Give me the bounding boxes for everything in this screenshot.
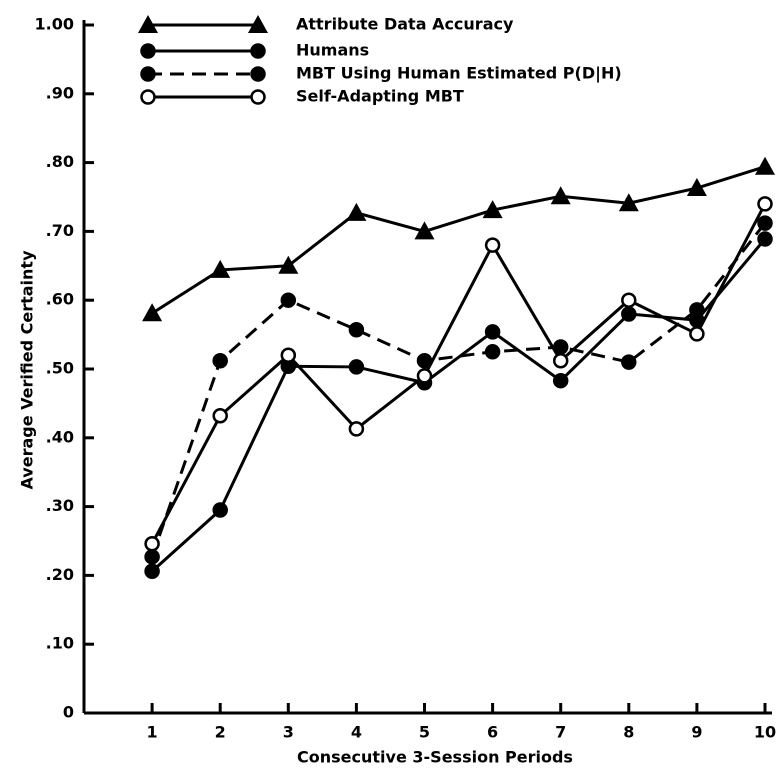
x-tick-label: 10 <box>754 723 776 742</box>
legend-marker <box>140 66 156 82</box>
marker <box>755 156 775 175</box>
marker <box>552 372 569 389</box>
marker <box>348 322 365 338</box>
y-tick-label: .70 <box>46 221 74 240</box>
marker <box>757 215 773 231</box>
marker <box>144 536 160 552</box>
marker <box>621 354 637 370</box>
legend-label: Attribute Data Accuracy <box>296 15 514 34</box>
x-tick-label: 9 <box>691 723 702 742</box>
series-line <box>151 238 767 573</box>
x-tick-label: 6 <box>487 723 498 742</box>
y-tick-label: .60 <box>46 290 74 309</box>
x-tick-label: 2 <box>215 723 226 742</box>
legend-label: Humans <box>296 41 369 60</box>
x-tick-label: 3 <box>283 723 294 742</box>
marker <box>278 255 299 274</box>
marker <box>482 200 503 219</box>
legend-label: Self-Adapting MBT <box>296 87 464 106</box>
marker <box>689 302 705 318</box>
marker <box>212 408 228 424</box>
marker <box>144 549 160 565</box>
marker <box>346 202 367 221</box>
x-tick-label: 5 <box>419 723 430 742</box>
legend-marker <box>248 15 268 33</box>
marker <box>414 221 435 240</box>
y-tick-label: .40 <box>46 427 74 446</box>
marker <box>757 231 773 247</box>
marker <box>348 421 365 437</box>
marker <box>552 352 569 369</box>
x-axis-label: Consecutive 3-Session Periods <box>297 748 573 767</box>
marker <box>621 306 637 322</box>
marker <box>686 178 707 197</box>
x-tick-label: 1 <box>147 723 158 742</box>
marker <box>689 326 705 342</box>
marker <box>144 563 160 580</box>
marker <box>484 237 501 253</box>
y-axis-label: Average Verified Certainty <box>18 250 37 490</box>
series-line <box>150 222 767 558</box>
y-tick-label: .80 <box>46 152 74 171</box>
marker <box>484 344 501 360</box>
series-line <box>150 203 767 545</box>
marker <box>484 324 501 340</box>
x-tick-label: 8 <box>623 723 634 742</box>
marker <box>757 196 773 212</box>
marker <box>550 186 571 205</box>
marker <box>210 259 231 278</box>
x-tick-label: 7 <box>555 723 566 742</box>
y-tick-label: 1.00 <box>35 15 74 34</box>
marker <box>212 502 228 518</box>
marker <box>621 292 637 308</box>
legend-marker <box>250 43 266 59</box>
y-tick-label: .10 <box>46 634 74 653</box>
series-line <box>151 165 766 315</box>
y-tick-label: .90 <box>46 83 74 102</box>
marker <box>280 292 297 308</box>
marker <box>280 347 297 363</box>
legend-marker <box>250 66 266 82</box>
y-tick-label: .20 <box>46 565 74 584</box>
marker <box>618 193 639 212</box>
legend-marker <box>138 15 158 33</box>
legend-label: MBT Using Human Estimated P(D|H) <box>296 64 622 84</box>
marker <box>212 352 228 369</box>
marker <box>142 303 163 322</box>
legend-marker <box>250 89 266 105</box>
y-tick-label: .50 <box>46 359 74 378</box>
y-tick-label: .30 <box>46 496 74 515</box>
marker <box>348 359 365 375</box>
x-tick-label: 4 <box>351 723 362 742</box>
legend-marker <box>140 89 156 105</box>
legend-marker <box>140 43 156 59</box>
y-tick-label: 0 <box>63 703 74 722</box>
marker <box>416 368 433 384</box>
